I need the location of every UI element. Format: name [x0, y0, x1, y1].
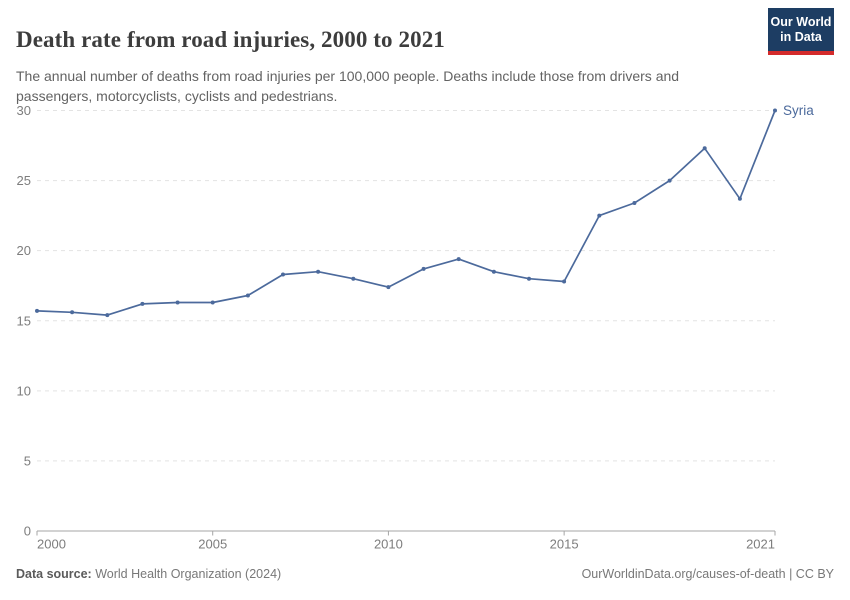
data-point-marker[interactable]: [491, 269, 496, 274]
data-point-marker[interactable]: [632, 201, 637, 205]
data-point-marker[interactable]: [386, 285, 391, 290]
data-point-marker[interactable]: [175, 300, 180, 305]
y-tick-label: 30: [17, 103, 31, 118]
y-tick-label: 0: [24, 524, 31, 539]
owid-logo-line2: in Data: [780, 30, 822, 44]
page-title: Death rate from road injuries, 2000 to 2…: [16, 27, 445, 53]
y-tick-label: 25: [17, 173, 31, 188]
data-point-marker[interactable]: [702, 146, 707, 151]
data-point-marker[interactable]: [316, 269, 321, 274]
owid-logo[interactable]: Our World in Data: [768, 8, 834, 55]
x-tick-label: 2005: [198, 537, 227, 552]
owid-logo-line1: Our World: [770, 15, 832, 29]
data-point-marker[interactable]: [421, 266, 426, 271]
data-point-marker[interactable]: [667, 178, 672, 183]
y-tick-label: 5: [24, 453, 31, 468]
y-tick-label: 15: [17, 313, 31, 328]
data-point-marker[interactable]: [105, 313, 110, 318]
data-point-marker[interactable]: [737, 196, 742, 201]
series-end-label[interactable]: Syria: [783, 103, 814, 118]
chart-subtitle: The annual number of deaths from road in…: [16, 68, 680, 104]
series-line[interactable]: [36, 109, 776, 316]
data-source-value: World Health Organization (2024): [91, 567, 282, 581]
data-point-marker[interactable]: [562, 279, 567, 284]
data-point-marker[interactable]: [773, 108, 777, 113]
chart-footer: Data source: World Health Organization (…: [16, 567, 834, 581]
data-point-marker[interactable]: [210, 300, 215, 305]
data-point-marker[interactable]: [527, 276, 531, 281]
data-point-marker[interactable]: [245, 293, 250, 298]
x-tick-label: 2015: [550, 537, 579, 552]
x-tick-label: 2021: [746, 537, 775, 552]
owid-citation-link[interactable]: OurWorldinData.org/causes-of-death | CC …: [581, 567, 834, 581]
y-tick-label: 10: [17, 383, 31, 398]
data-point-marker[interactable]: [140, 301, 145, 306]
data-source-label: Data source:: [16, 567, 92, 581]
data-point-marker[interactable]: [351, 276, 356, 281]
data-point-marker[interactable]: [456, 257, 461, 262]
data-point-marker[interactable]: [597, 213, 602, 218]
x-tick-label: 2010: [374, 537, 403, 552]
data-point-marker[interactable]: [281, 272, 285, 277]
y-tick-label: 20: [17, 243, 31, 258]
data-source: Data source: World Health Organization (…: [16, 567, 281, 581]
data-point-marker[interactable]: [35, 308, 39, 313]
data-point-marker[interactable]: [70, 310, 75, 315]
x-tick-label: 2000: [37, 537, 66, 552]
